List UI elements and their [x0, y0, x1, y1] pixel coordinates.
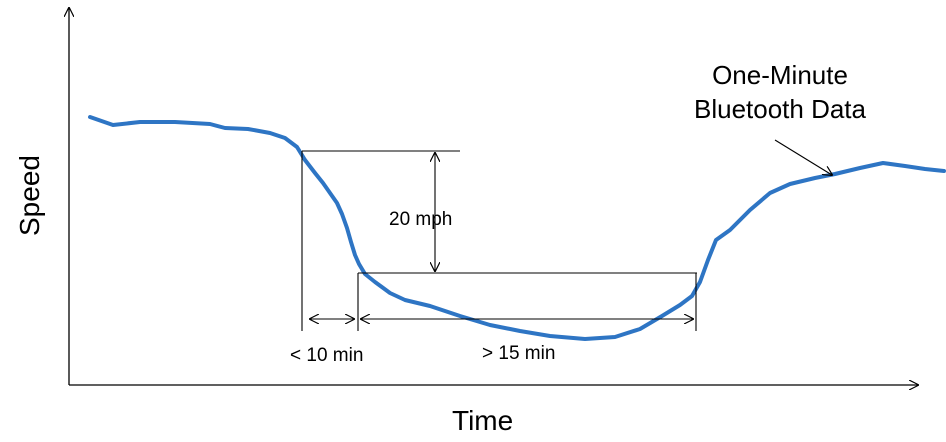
- x-axis-label: Time: [452, 405, 514, 436]
- callout-pointer: [774, 139, 832, 175]
- speed-drop-label: 20 mph: [389, 209, 453, 230]
- y-axis-label: Speed: [14, 155, 45, 236]
- callout-line-1: One-Minute: [712, 60, 848, 90]
- callout-line-2: Bluetooth Data: [693, 94, 866, 124]
- duration-label: > 15 min: [482, 343, 556, 364]
- speed-curve: [88, 115, 946, 341]
- transition-time-label: < 10 min: [290, 345, 364, 366]
- callout-label: One-Minute Bluetooth Data: [640, 58, 920, 126]
